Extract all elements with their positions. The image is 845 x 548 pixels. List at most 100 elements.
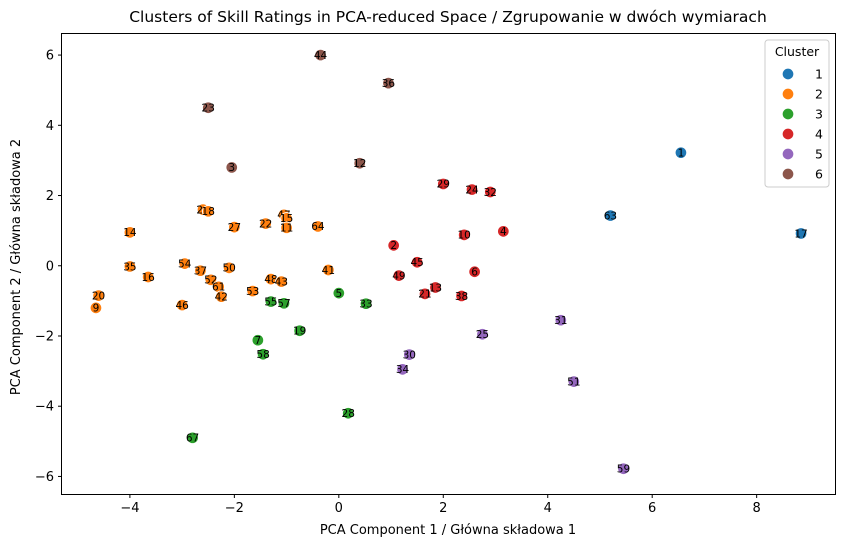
point-label: 21: [418, 289, 431, 301]
point-label: 30: [403, 349, 416, 361]
point-label: 57: [277, 298, 290, 310]
legend-box: [764, 39, 830, 188]
y-tick-label: −4: [35, 400, 54, 415]
data-point: [554, 313, 568, 327]
point-label: 33: [359, 298, 372, 310]
data-point: [186, 431, 199, 445]
y-tick-label: 6: [46, 49, 54, 64]
data-point: [794, 227, 808, 240]
data-point: [437, 177, 450, 191]
data-point: [251, 333, 265, 347]
data-point: [225, 161, 238, 174]
data-point: [275, 275, 288, 288]
data-point: [341, 406, 355, 420]
point-label: 4: [500, 226, 507, 238]
legend: Cluster 1 2 3 4 5 6: [764, 39, 830, 188]
point-label: 1: [678, 147, 685, 159]
y-tick-label: −6: [35, 470, 54, 485]
x-axis-label: PCA Component 1 / Główna składowa 1: [320, 523, 576, 538]
data-point: [256, 347, 270, 361]
data-point: [465, 183, 479, 196]
x-tick-label: 0: [335, 501, 343, 516]
data-point: [359, 297, 373, 310]
legend-marker: [781, 167, 795, 181]
data-point: [410, 255, 424, 269]
point-label: 20: [92, 290, 105, 302]
point-label: 15: [280, 213, 293, 225]
point-label: 23: [202, 103, 215, 115]
legend-title: Cluster: [775, 44, 820, 59]
data-point: [322, 263, 335, 277]
data-point: [604, 209, 617, 222]
data-point: [293, 324, 306, 337]
y-tick-label: 4: [46, 119, 54, 134]
point-label: 59: [617, 464, 630, 476]
data-point: [455, 289, 468, 303]
point-label: 29: [437, 179, 450, 191]
series-cluster-5: 31 25 30 34 51 59: [396, 313, 630, 476]
point-label: 6: [471, 267, 478, 279]
data-point: [674, 146, 688, 159]
data-point: [311, 220, 325, 233]
data-point: [617, 462, 630, 475]
point-label: 54: [178, 258, 192, 270]
point-label: 42: [215, 291, 228, 303]
data-point: [484, 185, 497, 199]
point-label: 25: [476, 329, 489, 341]
data-point: [123, 260, 137, 273]
legend-marker: [781, 127, 795, 141]
point-label: 58: [256, 349, 269, 361]
legend-entry-label: 6: [815, 167, 823, 182]
y-tick-label: −2: [35, 329, 54, 344]
x-tick-label: 8: [753, 501, 761, 516]
x-tick-label: 6: [648, 501, 656, 516]
point-label: 7: [255, 335, 262, 347]
data-point: [123, 226, 137, 239]
point-label: 43: [275, 276, 288, 288]
point-label: 34: [396, 364, 410, 376]
data-point: [204, 273, 218, 287]
point-label: 37: [194, 265, 207, 277]
data-point: [314, 48, 327, 62]
data-point: [178, 257, 191, 270]
point-label: 51: [567, 376, 580, 388]
legend-entry-label: 1: [815, 67, 823, 82]
point-label: 67: [186, 433, 199, 445]
point-label: 3: [228, 162, 235, 174]
legend-marker: [781, 87, 795, 101]
series-cluster-2: 1426182722471511643516543750526142534843…: [89, 203, 335, 315]
point-label: 12: [353, 158, 366, 170]
y-axis-label: PCA Component 2 / Główna składowa 2: [9, 139, 24, 395]
point-label: 63: [604, 210, 617, 222]
x-tick-label: 4: [544, 501, 552, 516]
data-point: [403, 348, 416, 361]
legend-entry-label: 5: [815, 147, 823, 162]
series-cluster-6: 44 36 23 3 12: [202, 48, 395, 174]
series-cluster-1: 1 63 17: [604, 146, 808, 240]
point-label: 53: [246, 286, 259, 298]
chart-title: Clusters of Skill Ratings in PCA-reduced…: [129, 8, 767, 26]
data-point: [382, 76, 395, 90]
legend-entry-label: 3: [815, 107, 823, 122]
point-label: 38: [455, 291, 468, 303]
point-label: 11: [280, 223, 293, 235]
point-label: 50: [222, 263, 235, 275]
point-label: 24: [465, 184, 479, 196]
point-label: 18: [202, 206, 215, 218]
point-label: 13: [429, 282, 442, 294]
point-label: 28: [342, 408, 355, 420]
legend-marker: [781, 147, 795, 161]
data-point: [228, 220, 241, 234]
legend-marker: [781, 67, 795, 81]
legend-entry-label: 4: [815, 127, 823, 142]
data-point: [246, 284, 259, 298]
x-tick-label: −2: [225, 501, 244, 516]
data-point: [201, 205, 215, 218]
data-point: [457, 228, 471, 242]
point-label: 10: [457, 230, 470, 242]
point-label: 32: [484, 187, 497, 199]
legend-marker: [781, 107, 795, 121]
point-label: 9: [93, 303, 100, 315]
data-point: [264, 295, 278, 308]
